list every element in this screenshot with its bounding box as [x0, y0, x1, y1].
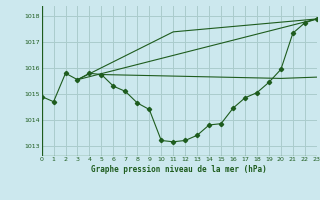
X-axis label: Graphe pression niveau de la mer (hPa): Graphe pression niveau de la mer (hPa) — [91, 165, 267, 174]
